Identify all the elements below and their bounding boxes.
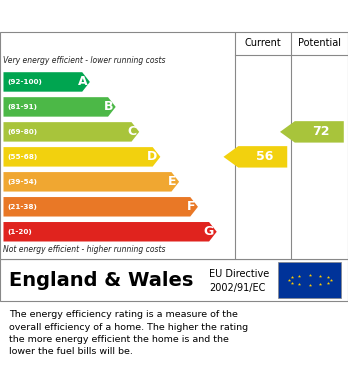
- Text: D: D: [147, 151, 158, 163]
- Text: B: B: [103, 100, 113, 113]
- Text: Current: Current: [244, 38, 281, 48]
- Polygon shape: [3, 172, 179, 192]
- Text: (21-38): (21-38): [8, 204, 38, 210]
- Text: (1-20): (1-20): [8, 229, 32, 235]
- Polygon shape: [3, 147, 160, 167]
- Text: E: E: [168, 175, 176, 188]
- Text: 2002/91/EC: 2002/91/EC: [209, 283, 265, 292]
- Text: F: F: [187, 200, 195, 213]
- Polygon shape: [3, 122, 139, 142]
- Text: A: A: [78, 75, 87, 88]
- Polygon shape: [223, 146, 287, 168]
- Text: (81-91): (81-91): [8, 104, 38, 110]
- Text: C: C: [127, 126, 136, 138]
- Polygon shape: [280, 121, 344, 143]
- Text: Energy Efficiency Rating: Energy Efficiency Rating: [9, 9, 210, 23]
- Text: 72: 72: [312, 126, 330, 138]
- Text: (92-100): (92-100): [8, 79, 42, 85]
- Text: The energy efficiency rating is a measure of the
overall efficiency of a home. T: The energy efficiency rating is a measur…: [9, 310, 248, 357]
- Text: Potential: Potential: [298, 38, 341, 48]
- Polygon shape: [3, 222, 217, 242]
- Text: England & Wales: England & Wales: [9, 271, 193, 289]
- Text: (69-80): (69-80): [8, 129, 38, 135]
- Text: 56: 56: [256, 151, 273, 163]
- Polygon shape: [3, 72, 90, 91]
- Text: Not energy efficient - higher running costs: Not energy efficient - higher running co…: [3, 246, 166, 255]
- Text: EU Directive: EU Directive: [209, 269, 269, 279]
- Polygon shape: [3, 97, 116, 117]
- Polygon shape: [3, 197, 198, 217]
- Text: G: G: [204, 225, 214, 238]
- Text: (55-68): (55-68): [8, 154, 38, 160]
- Text: (39-54): (39-54): [8, 179, 38, 185]
- Bar: [278, 262, 341, 298]
- Text: Very energy efficient - lower running costs: Very energy efficient - lower running co…: [3, 56, 166, 65]
